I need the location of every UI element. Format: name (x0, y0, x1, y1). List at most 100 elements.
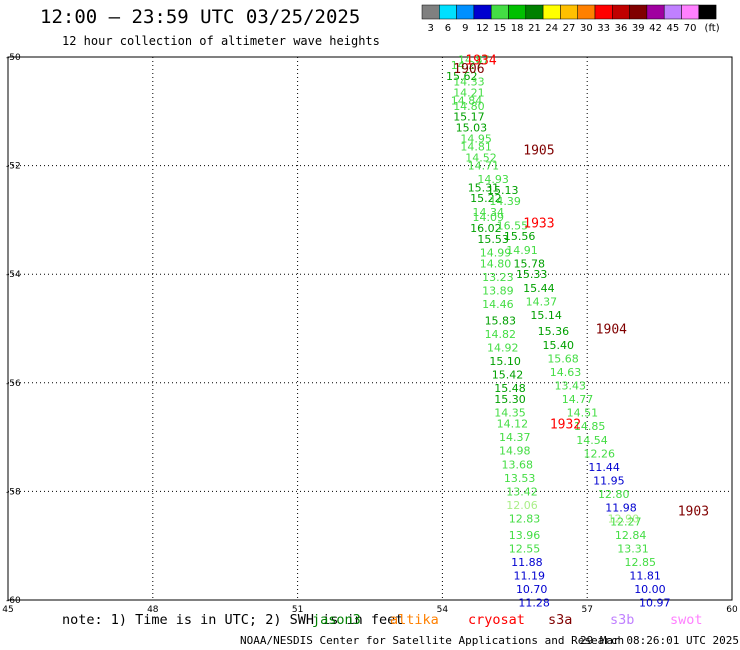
wave-height-value: 14.52 (465, 151, 497, 164)
colorbar-label: 36 (615, 23, 628, 34)
wave-height-value: 14.81 (460, 141, 492, 154)
colorbar-label: 12 (476, 23, 489, 34)
wave-height-value: 13.53 (504, 472, 536, 485)
wave-height-value: 14.33 (453, 75, 485, 88)
wave-height-value: 15.44 (523, 282, 555, 295)
wave-height-value: 12.27 (610, 515, 642, 528)
wave-height-value: 15.62 (446, 70, 478, 83)
wave-height-value: 12.55 (509, 542, 541, 555)
map-frame (7, 56, 733, 601)
lat-tick-label: -50 (6, 53, 21, 63)
wave-height-value: 14.93 (477, 173, 509, 186)
wave-height-value: 14.91 (506, 244, 538, 257)
lat-tick-label: -56 (6, 379, 21, 389)
wave-height-value: 15.68 (547, 352, 579, 365)
wave-height-value: 14.77 (562, 393, 594, 406)
wave-height-value: 14.87 (458, 54, 490, 67)
wave-height-value: 14.35 (494, 407, 526, 420)
colorbar-label: 70 (684, 23, 697, 34)
wave-height-value: 14.95 (460, 132, 492, 145)
wave-height-value: 15.40 (542, 339, 574, 352)
lon-tick-label: 54 (437, 605, 449, 612)
wave-height-value: 15.83 (485, 314, 517, 327)
page-subtitle: 12 hour collection of altimeter wave hei… (62, 34, 380, 48)
satellite-legend-item: altika (390, 612, 439, 628)
wave-height-value: 14.54 (576, 434, 608, 447)
wave-height-value: 14.37 (526, 295, 558, 308)
wave-height-value: 13.23 (482, 271, 514, 284)
satellite-legend-item: jason3 (312, 612, 361, 628)
wave-height-value: 11.95 (593, 475, 625, 488)
wave-height-value: 15.42 (492, 369, 524, 382)
wave-height-value: 13.31 (617, 542, 649, 555)
colorbar-label: 33 (597, 23, 610, 34)
wave-height-value: 14.12 (497, 418, 529, 431)
wave-height-value: 11.28 (518, 597, 550, 610)
colorbar-unit: (ft) (705, 23, 720, 34)
wave-height-value: 15.36 (538, 325, 570, 338)
wave-height-value: 15.48 (494, 382, 526, 395)
colorbar-label: 15 (493, 23, 506, 34)
wave-height-value: 10.70 (516, 583, 548, 596)
lat-tick-label: -52 (6, 162, 21, 172)
wave-height-value: 12.06 (506, 499, 538, 512)
wave-height-value: 13.68 (501, 458, 533, 471)
wave-height-value: 14.82 (485, 328, 517, 341)
agency-credit: NOAA/NESDIS Center for Satellite Applica… (240, 634, 625, 647)
pass-time-label: 1906 (453, 62, 484, 77)
wave-height-value: 14.80 (480, 257, 512, 270)
lon-tick-label: 60 (726, 605, 738, 612)
wave-height-value: 11.81 (629, 570, 661, 583)
pass-time-label: 1934 (465, 54, 496, 69)
satellite-legend-item: s3b (610, 612, 635, 628)
colorbar-swatch (698, 4, 717, 20)
wave-height-value: 14.21 (453, 86, 485, 99)
pass-time-label: 1933 (523, 217, 554, 232)
generated-timestamp: 29 Mar 08:26:01 UTC 2025 (580, 634, 739, 647)
wave-height-value: 13.89 (482, 284, 514, 297)
wave-height-value: 12.26 (584, 447, 616, 460)
wave-height-value: 14.39 (489, 195, 521, 208)
wave-height-value: 14.71 (468, 160, 500, 173)
satellite-legend-item: cryosat (468, 612, 525, 628)
wave-height-value: 14.34 (473, 206, 505, 219)
wave-height-value: 13.96 (509, 529, 541, 542)
lon-tick-label: 57 (581, 605, 592, 612)
wave-height-value: 13.42 (506, 485, 538, 498)
wave-height-map: 45 48 51 54 57 60 -50 -52 -54 -56 -58 -60 14.8714.27… (2, 53, 738, 612)
wave-height-value: 15.10 (489, 355, 521, 368)
wave-height-value: 14.98 (499, 445, 531, 458)
colorbar-label: 18 (511, 23, 524, 34)
wave-height-value: 14.92 (487, 342, 519, 355)
wave-height-value: 14.46 (482, 298, 514, 311)
wave-height-value: 14.37 (499, 431, 531, 444)
wave-height-value: 15.78 (514, 257, 546, 270)
note-text: note: 1) Time is in UTC; 2) SWH is in fe… (62, 612, 404, 628)
lat-tick-label: -54 (6, 270, 21, 280)
colorbar-label: 42 (649, 23, 662, 34)
satellite-legend-item: s3a (548, 612, 573, 628)
lon-tick-label: 48 (147, 605, 159, 612)
wave-height-value: 12.83 (509, 513, 541, 526)
wave-height-value: 15.53 (477, 233, 509, 246)
wave-height-value: 11.44 (588, 461, 620, 474)
wave-height-value: 11.19 (514, 570, 546, 583)
colorbar-label: 3 (427, 23, 433, 34)
wave-height-value: 11.45 (649, 610, 681, 612)
colorbar-label: 6 (445, 23, 451, 34)
satellite-legend-item: swot (670, 612, 703, 628)
wave-height-value: 11.88 (511, 556, 543, 569)
wave-height-value: 15.31 (468, 181, 500, 194)
wave-height-value: 14.84 (451, 94, 483, 107)
color-scale-legend: 3 6 9 12 15 18 21 24 27 30 33 36 39 42 45 70 (ft) (421, 4, 720, 34)
wave-height-value: 15.22 (470, 192, 502, 205)
wave-height-value: 12.85 (625, 556, 657, 569)
wave-height-value: 14.85 (574, 420, 606, 433)
wave-height-value: 14.80 (453, 100, 485, 113)
lat-tick-label: -60 (6, 596, 21, 606)
lon-tick-label: 45 (2, 605, 13, 612)
wave-height-value: 15.30 (494, 393, 526, 406)
wave-height-value: 10.97 (639, 597, 671, 610)
wave-height-value: 15.03 (456, 122, 488, 135)
wave-height-value: 14.51 (567, 407, 599, 420)
